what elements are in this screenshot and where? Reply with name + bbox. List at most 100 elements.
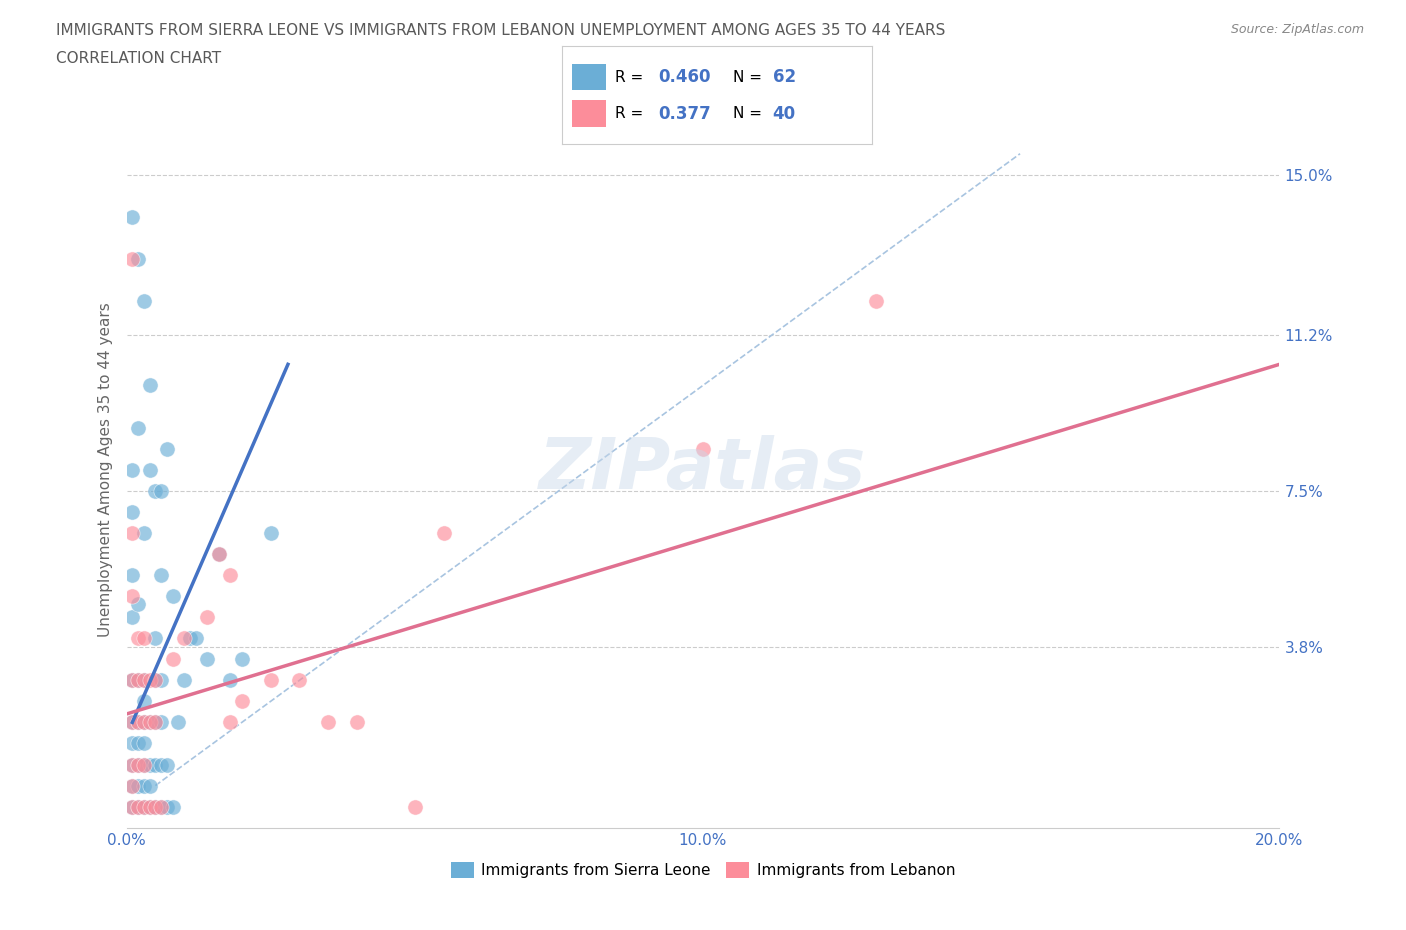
Point: [127, 631, 149, 645]
Point: [156, 799, 179, 814]
Point: [121, 736, 143, 751]
Point: [127, 672, 149, 687]
Point: [231, 652, 253, 667]
Point: [132, 631, 155, 645]
Point: [132, 778, 155, 793]
Point: [150, 567, 173, 582]
Point: [127, 757, 149, 772]
Point: [404, 799, 426, 814]
Point: [121, 567, 143, 582]
Point: [121, 525, 143, 540]
Point: [433, 525, 456, 540]
Point: [231, 694, 253, 709]
Point: [121, 799, 143, 814]
Text: 40: 40: [773, 105, 796, 123]
Point: [127, 597, 149, 612]
Point: [150, 484, 173, 498]
Point: [184, 631, 207, 645]
Point: [132, 799, 155, 814]
Point: [162, 799, 184, 814]
Point: [127, 715, 149, 730]
Point: [208, 547, 231, 562]
Point: [195, 610, 218, 625]
Text: R =: R =: [614, 70, 648, 85]
Point: [138, 757, 160, 772]
Point: [346, 715, 368, 730]
Point: [288, 672, 311, 687]
Point: [219, 567, 242, 582]
Point: [127, 736, 149, 751]
Point: [127, 799, 149, 814]
Point: [132, 736, 155, 751]
Point: [132, 757, 155, 772]
Point: [145, 757, 166, 772]
Point: [127, 799, 149, 814]
Point: [132, 525, 155, 540]
Point: [121, 778, 143, 793]
Point: [145, 672, 166, 687]
Text: 0.377: 0.377: [658, 105, 711, 123]
Text: N =: N =: [733, 70, 766, 85]
Point: [150, 799, 173, 814]
Point: [127, 715, 149, 730]
Legend: Immigrants from Sierra Leone, Immigrants from Lebanon: Immigrants from Sierra Leone, Immigrants…: [444, 857, 962, 884]
Point: [145, 799, 166, 814]
Point: [138, 378, 160, 392]
Point: [121, 778, 143, 793]
Point: [145, 799, 166, 814]
Point: [138, 799, 160, 814]
Point: [145, 715, 166, 730]
Point: [127, 252, 149, 267]
Point: [219, 715, 242, 730]
Point: [173, 672, 195, 687]
Point: [127, 420, 149, 435]
Point: [127, 757, 149, 772]
Point: [121, 610, 143, 625]
Text: CORRELATION CHART: CORRELATION CHART: [56, 51, 221, 66]
Point: [167, 715, 190, 730]
Text: R =: R =: [614, 106, 648, 121]
Point: [219, 672, 242, 687]
Point: [145, 484, 166, 498]
Point: [121, 672, 143, 687]
Text: 62: 62: [773, 68, 796, 86]
Point: [132, 694, 155, 709]
Y-axis label: Unemployment Among Ages 35 to 44 years: Unemployment Among Ages 35 to 44 years: [97, 302, 112, 637]
Point: [145, 672, 166, 687]
Point: [132, 294, 155, 309]
Point: [156, 441, 179, 456]
Point: [145, 631, 166, 645]
Point: [156, 757, 179, 772]
Point: [208, 547, 231, 562]
Point: [173, 631, 195, 645]
Text: 0.460: 0.460: [658, 68, 711, 86]
Point: [121, 252, 143, 267]
Point: [138, 799, 160, 814]
Point: [138, 715, 160, 730]
Point: [162, 652, 184, 667]
Point: [132, 715, 155, 730]
Point: [132, 757, 155, 772]
Point: [121, 715, 143, 730]
Point: [865, 294, 887, 309]
Point: [138, 778, 160, 793]
Text: IMMIGRANTS FROM SIERRA LEONE VS IMMIGRANTS FROM LEBANON UNEMPLOYMENT AMONG AGES : IMMIGRANTS FROM SIERRA LEONE VS IMMIGRAN…: [56, 23, 946, 38]
Point: [179, 631, 201, 645]
Point: [121, 209, 143, 224]
Point: [121, 589, 143, 604]
Point: [132, 672, 155, 687]
Point: [121, 504, 143, 519]
Point: [150, 799, 173, 814]
Point: [132, 715, 155, 730]
Point: [121, 799, 143, 814]
Point: [121, 757, 143, 772]
Point: [318, 715, 340, 730]
Point: [138, 715, 160, 730]
Text: N =: N =: [733, 106, 766, 121]
Text: Source: ZipAtlas.com: Source: ZipAtlas.com: [1230, 23, 1364, 36]
Point: [132, 799, 155, 814]
Point: [121, 715, 143, 730]
Point: [127, 672, 149, 687]
Point: [132, 672, 155, 687]
Point: [150, 715, 173, 730]
